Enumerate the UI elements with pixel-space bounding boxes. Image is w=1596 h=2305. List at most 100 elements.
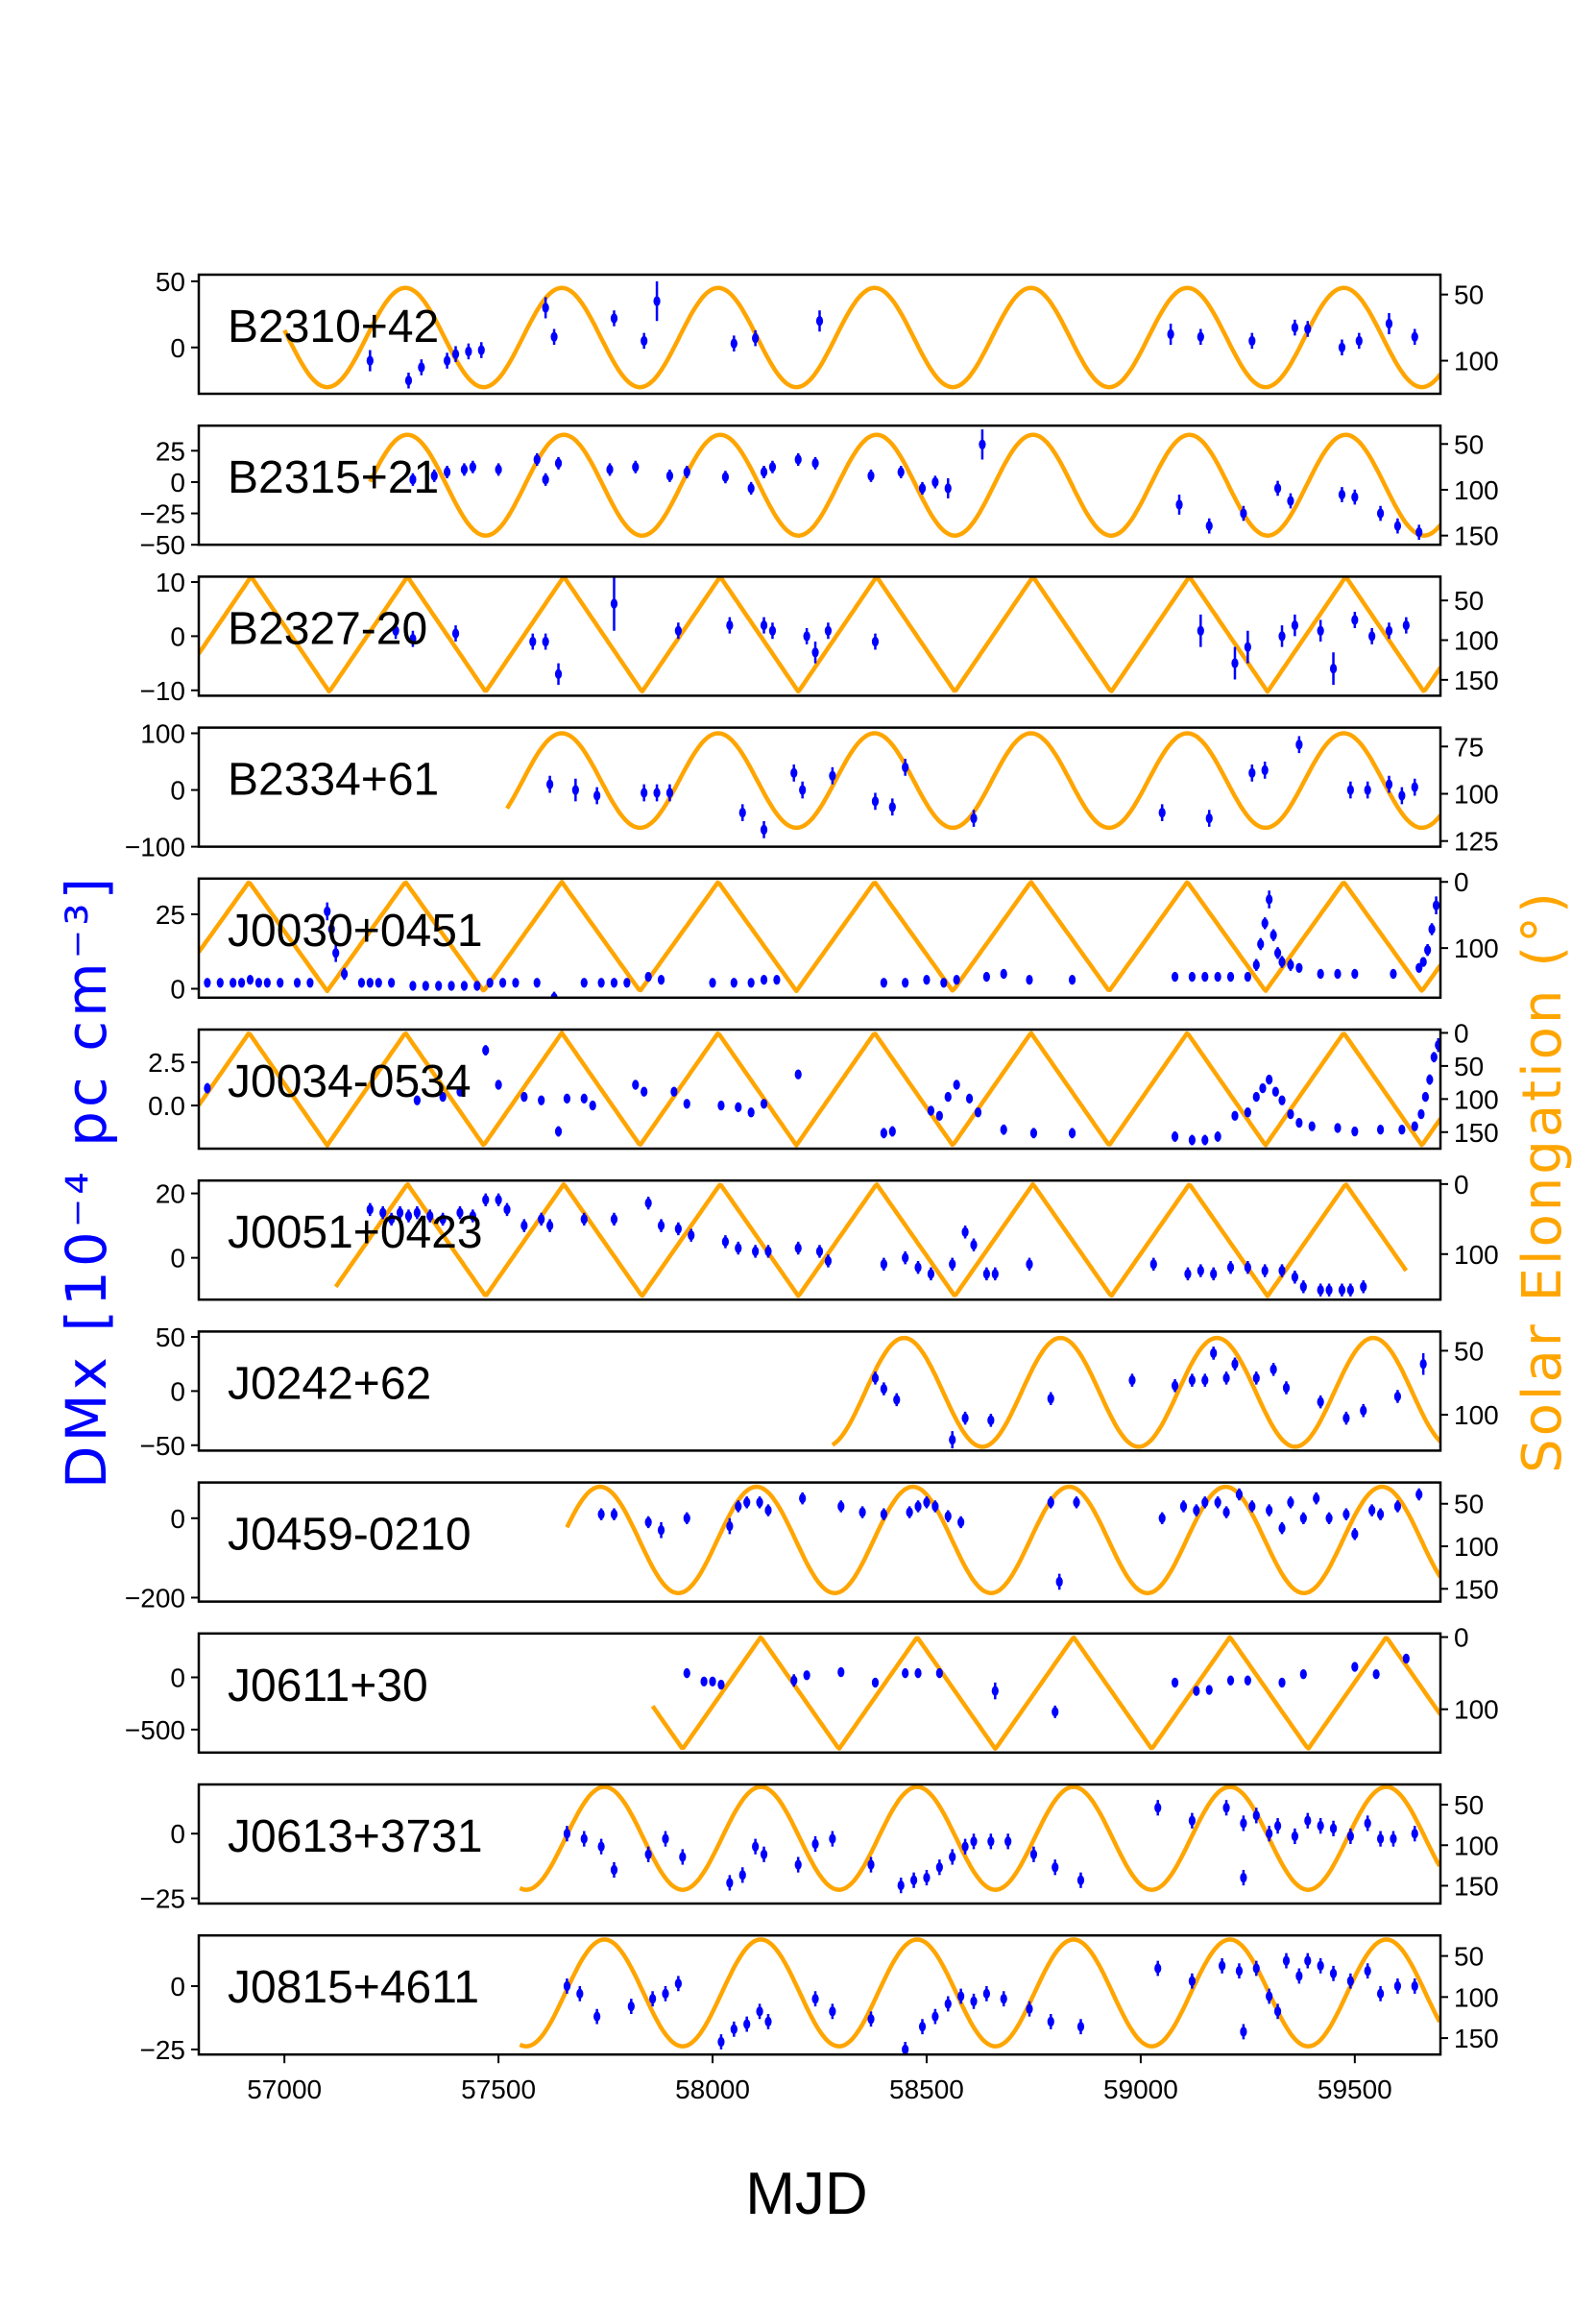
dmx-point bbox=[1295, 740, 1303, 750]
dmx-point bbox=[880, 978, 887, 988]
dmx-point bbox=[465, 346, 472, 357]
dmx-point bbox=[580, 1214, 588, 1225]
dmx-point bbox=[1231, 1359, 1239, 1370]
dmx-point bbox=[880, 1259, 887, 1270]
dmx-point bbox=[1270, 930, 1277, 940]
dmx-point bbox=[1226, 1675, 1235, 1686]
dmx-point bbox=[1171, 971, 1179, 983]
dmx-point bbox=[610, 1509, 618, 1519]
dmx-point bbox=[644, 971, 652, 983]
dmx-point bbox=[1419, 1359, 1427, 1370]
dmx-point bbox=[610, 598, 618, 609]
dmx-point bbox=[1325, 1513, 1333, 1524]
dmx-point bbox=[1346, 1831, 1354, 1842]
dmx-point bbox=[987, 1415, 995, 1426]
dmx-point bbox=[1317, 1960, 1324, 1972]
left-tick-label: 0 bbox=[170, 1662, 185, 1692]
left-tick-label: 25 bbox=[156, 900, 185, 930]
dmx-point bbox=[914, 1501, 922, 1512]
dmx-point bbox=[1329, 1968, 1338, 1978]
dmx-point bbox=[418, 362, 425, 373]
dmx-point bbox=[674, 625, 682, 636]
dmx-point bbox=[815, 316, 824, 327]
dmx-point bbox=[409, 474, 417, 485]
dmx-point bbox=[1248, 335, 1256, 347]
right-tick-label: 100 bbox=[1454, 347, 1499, 376]
dmx-point bbox=[396, 1207, 404, 1218]
dmx-point bbox=[1346, 1976, 1354, 1986]
dmx-point bbox=[439, 1214, 447, 1225]
dmx-point bbox=[1393, 521, 1402, 531]
dmx-point bbox=[1325, 1284, 1333, 1296]
dmx-point bbox=[357, 978, 366, 988]
dmx-point bbox=[918, 2021, 927, 2032]
dmx-point bbox=[752, 1246, 760, 1257]
dmx-point bbox=[871, 796, 880, 807]
right-tick-label: 0 bbox=[1454, 1018, 1469, 1048]
dmx-point bbox=[546, 1220, 554, 1231]
dmx-point bbox=[1308, 1121, 1316, 1131]
dmx-point bbox=[1411, 782, 1418, 792]
dmx-point bbox=[803, 1670, 810, 1681]
dmx-point bbox=[931, 1501, 939, 1512]
dmx-point bbox=[1197, 1265, 1204, 1276]
dmx-point bbox=[1193, 1686, 1200, 1696]
panel-b2310-42: 50 0 50 100 B2310+42 bbox=[156, 267, 1499, 396]
dmx-point bbox=[576, 1988, 584, 2000]
dmx-point bbox=[546, 779, 554, 789]
right-tick-label: 50 bbox=[1454, 1490, 1484, 1519]
dmx-point bbox=[460, 981, 469, 991]
dmx-point bbox=[811, 1838, 819, 1850]
dmx-point bbox=[1244, 642, 1251, 652]
dmx-point bbox=[1304, 1815, 1312, 1826]
dmx-point bbox=[1047, 1497, 1054, 1508]
dmx-point bbox=[1411, 1121, 1418, 1131]
dmx-point bbox=[644, 1198, 652, 1208]
dmx-point bbox=[970, 1996, 978, 2006]
dmx-point bbox=[935, 1862, 943, 1873]
dmx-point bbox=[726, 1520, 734, 1532]
dmx-point bbox=[944, 1091, 952, 1103]
dmx-point bbox=[204, 1082, 211, 1094]
dmx-point bbox=[764, 2016, 772, 2027]
dmx-point bbox=[909, 1875, 918, 1885]
solar-elongation-line bbox=[650, 1635, 1440, 1751]
x-tick-label: 57500 bbox=[461, 2074, 536, 2104]
left-tick-label: −25 bbox=[140, 1884, 186, 1914]
dmx-point bbox=[1402, 1653, 1410, 1664]
dmx-point bbox=[730, 2024, 738, 2035]
left-tick-label: 0 bbox=[170, 468, 185, 497]
dmx-point bbox=[756, 2006, 763, 2017]
dmx-point bbox=[1029, 1849, 1038, 1859]
pulsar-name-label: J0815+4611 bbox=[228, 1962, 479, 2013]
dmx-point bbox=[550, 992, 558, 998]
dmx-point bbox=[1188, 1374, 1196, 1386]
dmx-point bbox=[902, 1667, 909, 1679]
right-tick-label: 100 bbox=[1454, 626, 1499, 656]
dmx-point bbox=[444, 467, 451, 477]
x-tick-label: 58000 bbox=[675, 2074, 750, 2104]
pulsar-name-label: J0030+0451 bbox=[228, 906, 483, 957]
dmx-point bbox=[1244, 971, 1251, 983]
dmx-point bbox=[756, 1497, 763, 1508]
dmx-point bbox=[623, 978, 631, 988]
dmx-point bbox=[1346, 785, 1354, 795]
dmx-point bbox=[897, 1880, 905, 1891]
dmx-point bbox=[914, 1262, 922, 1273]
dmx-point bbox=[306, 978, 314, 988]
solar-elongation-line bbox=[565, 1484, 1440, 1595]
dmx-point bbox=[1385, 625, 1393, 636]
dmx-point bbox=[811, 458, 819, 469]
left-tick-label: −10 bbox=[140, 676, 186, 706]
dmx-point bbox=[1188, 1976, 1196, 1986]
dmx-point bbox=[538, 1214, 545, 1225]
dmx-points bbox=[409, 429, 1423, 540]
dmx-point bbox=[743, 1497, 751, 1508]
dmx-points bbox=[366, 1193, 1367, 1297]
dmx-point bbox=[366, 1204, 374, 1215]
dmx-point bbox=[1393, 1391, 1402, 1402]
dmx-point bbox=[1376, 1988, 1385, 2000]
dmx-point bbox=[1201, 1497, 1209, 1508]
dmx-point bbox=[829, 770, 836, 781]
dmx-point bbox=[644, 1516, 652, 1528]
